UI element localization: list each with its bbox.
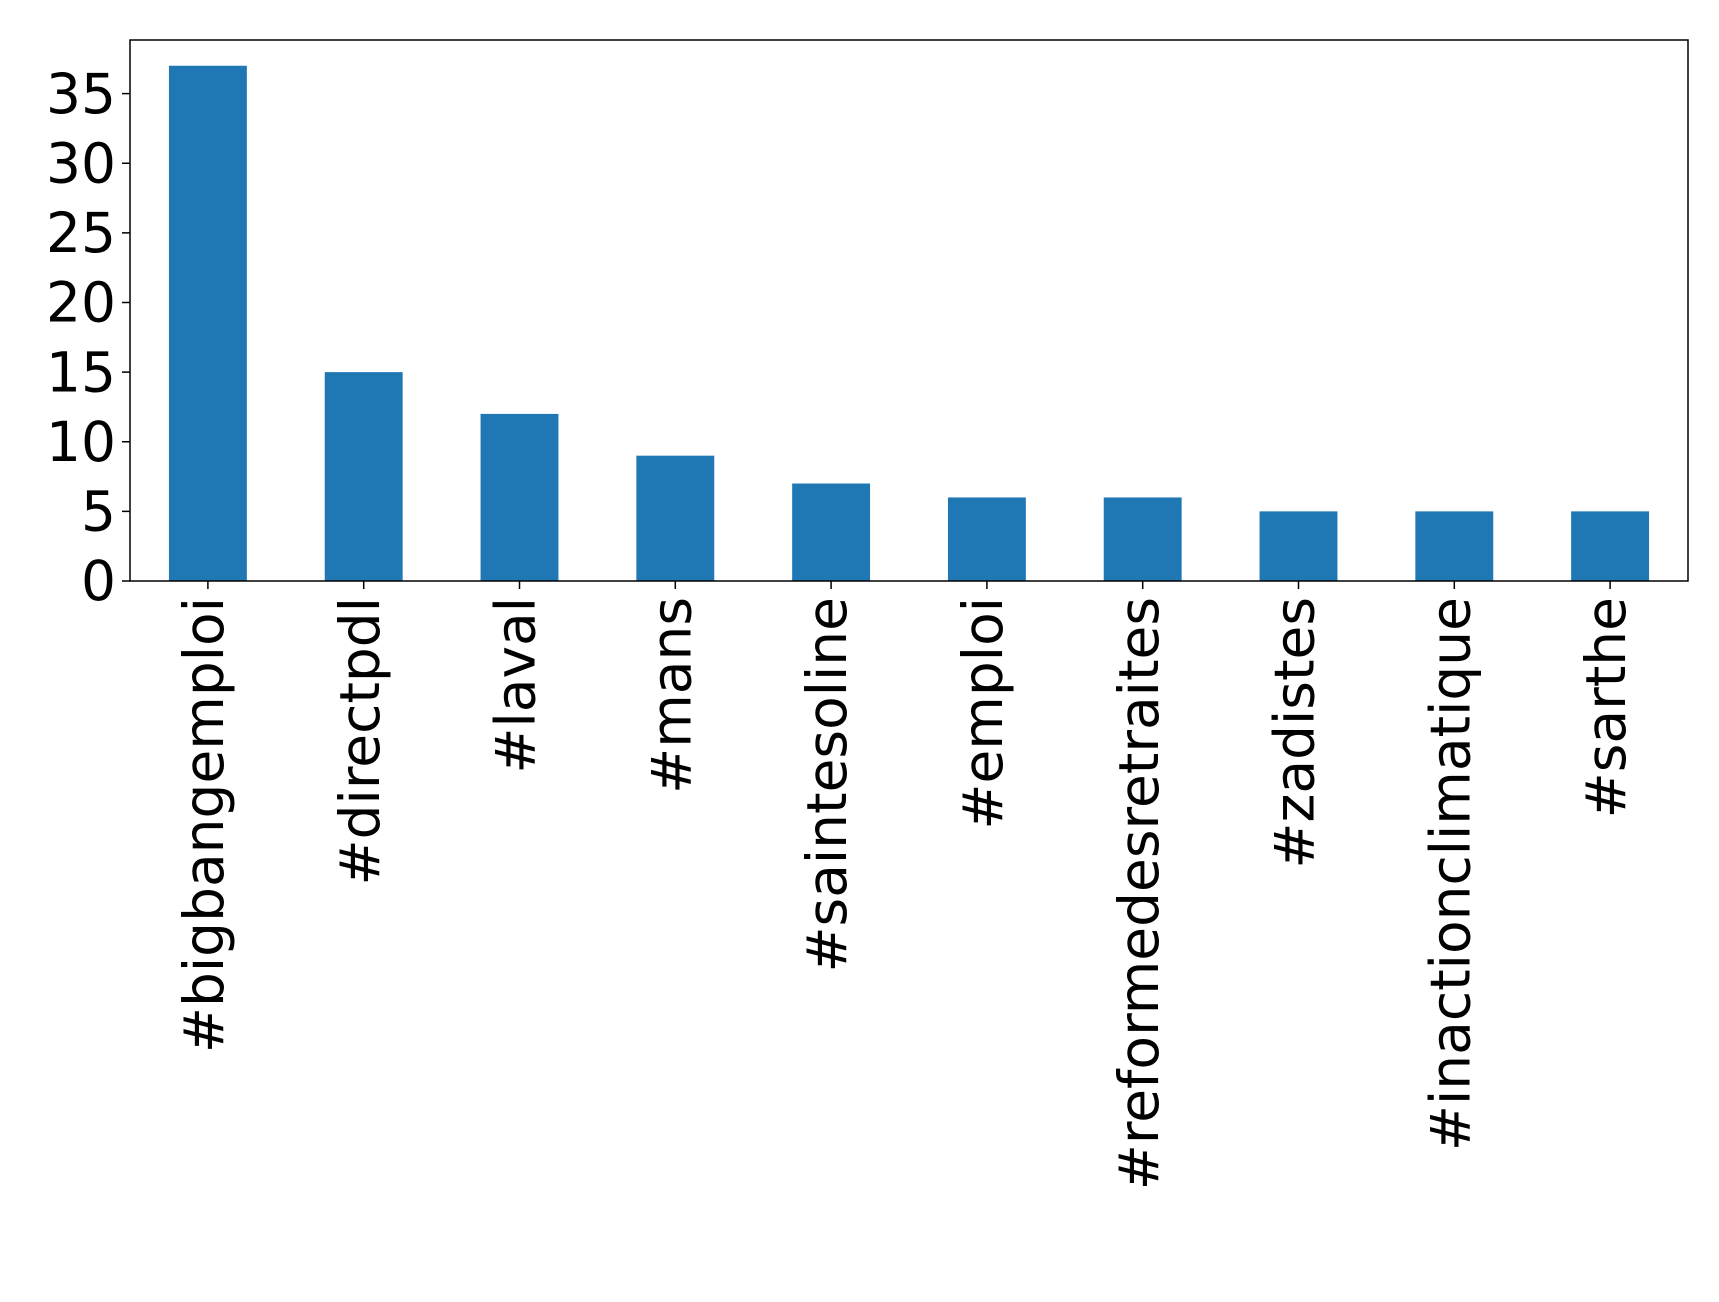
x-tick-label: #laval (484, 597, 548, 774)
x-tick-label: #zadistes (1263, 597, 1327, 869)
x-tick-label: #directpdl (328, 597, 392, 885)
bar (792, 483, 871, 581)
bar (324, 372, 403, 581)
bar (1571, 511, 1650, 581)
x-tick-label: #emploi (951, 597, 1015, 830)
bar (1259, 511, 1338, 581)
y-tick-label: 10 (46, 410, 116, 474)
y-tick-label: 35 (46, 62, 116, 126)
x-tick-label: #sarthe (1574, 597, 1638, 818)
x-tick-label: #saintesoline (795, 597, 859, 973)
bar (947, 497, 1026, 581)
y-tick-label: 30 (46, 131, 116, 195)
x-tick-label: #bigbangemploi (172, 597, 236, 1053)
y-tick-label: 25 (46, 201, 116, 265)
y-tick-label: 15 (46, 340, 116, 404)
plot-frame (129, 39, 1689, 582)
bar (480, 413, 559, 581)
x-tick-label: #reformedesretraites (1107, 597, 1171, 1190)
y-tick-label: 20 (46, 271, 116, 335)
y-tick-label: 5 (81, 480, 116, 544)
bar (168, 65, 247, 581)
bar (1415, 511, 1494, 581)
y-tick-label: 0 (81, 549, 116, 613)
bar (1103, 497, 1182, 581)
x-tick-label: #mans (639, 597, 703, 794)
x-tick-label: #inactionclimatique (1418, 597, 1482, 1151)
bar (636, 455, 715, 581)
